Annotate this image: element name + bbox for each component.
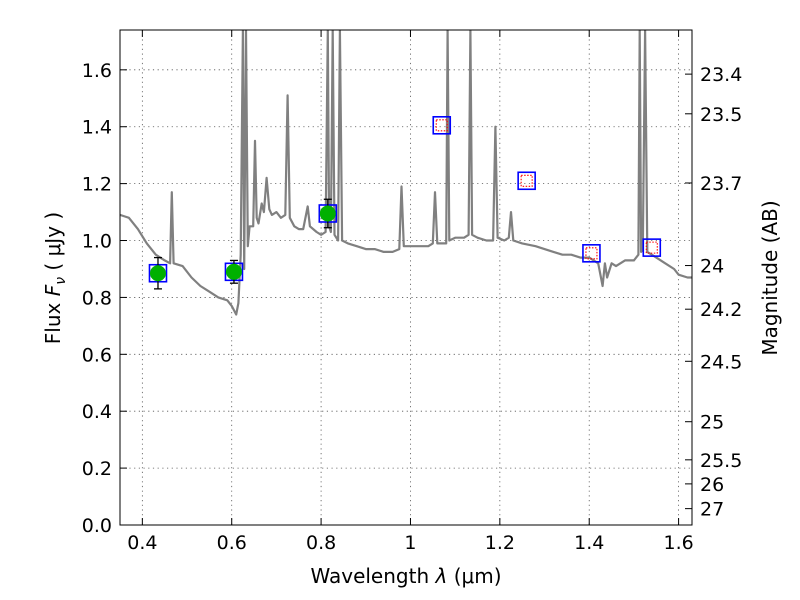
y2-tick-label: 24.2 (700, 299, 742, 321)
y2-tick-label: 26 (700, 474, 724, 496)
y2-tick-label: 25.5 (700, 450, 742, 472)
y-tick-label: 0.8 (82, 287, 112, 309)
y2-tick-label: 24.5 (700, 351, 742, 373)
y2-tick-label: 27 (700, 499, 724, 521)
upper-limit-marker (435, 119, 448, 132)
x-tick-label: 0.8 (306, 532, 336, 554)
x-tick-label: 1.2 (485, 532, 515, 554)
y-tick-label: 1.4 (82, 117, 112, 139)
model-photometry-square (432, 116, 452, 135)
y-tick-label: 0.6 (82, 344, 112, 366)
y2-axis-label: Magnitude (AB) (758, 200, 782, 355)
model-spectrum-line (120, 30, 692, 316)
axis-ticks: 0.4 0.6 0.8 1 1.2 1.4 1.6 0.0 0.2 0.4 0.6 0.8 1.0 1.2… (82, 30, 742, 554)
x-tick-label: 0.6 (217, 532, 247, 554)
y2-tick-label: 23.5 (700, 104, 742, 126)
model-photometry-square (642, 238, 662, 257)
x-axis-label: Wavelength λ (μm) (310, 564, 501, 588)
model-photometry-square (517, 171, 536, 191)
y-tick-label: 1.0 (82, 231, 112, 253)
y-tick-label: 0.0 (82, 515, 112, 537)
y2-tick-label: 24 (700, 256, 724, 278)
upper-limit-marker (585, 247, 598, 260)
x-tick-label: 0.4 (127, 532, 157, 554)
observed-point (149, 265, 166, 282)
y2-tick-label: 23.7 (700, 173, 742, 195)
y-tick-label: 0.2 (82, 458, 112, 480)
x-tick-label: 1.6 (663, 532, 693, 554)
data-points (148, 116, 662, 290)
x-tick-label: 1 (404, 532, 416, 554)
y-tick-label: 0.4 (82, 401, 112, 423)
y2-tick-label: 25 (700, 412, 724, 434)
observed-point (225, 263, 242, 280)
y-tick-label: 1.2 (82, 174, 112, 196)
plot-frame (119, 29, 693, 526)
x-tick-label: 1.4 (574, 532, 604, 554)
upper-limit-marker (520, 174, 533, 187)
upper-limit-marker (645, 241, 658, 254)
plot-area (120, 30, 692, 316)
model-photometry-square (582, 244, 601, 263)
y-tick-label: 1.6 (82, 60, 112, 82)
observed-point (319, 205, 336, 222)
y-axis-label: Flux Fν ( μJy ) (41, 212, 69, 344)
y2-tick-label: 23.4 (700, 64, 742, 86)
